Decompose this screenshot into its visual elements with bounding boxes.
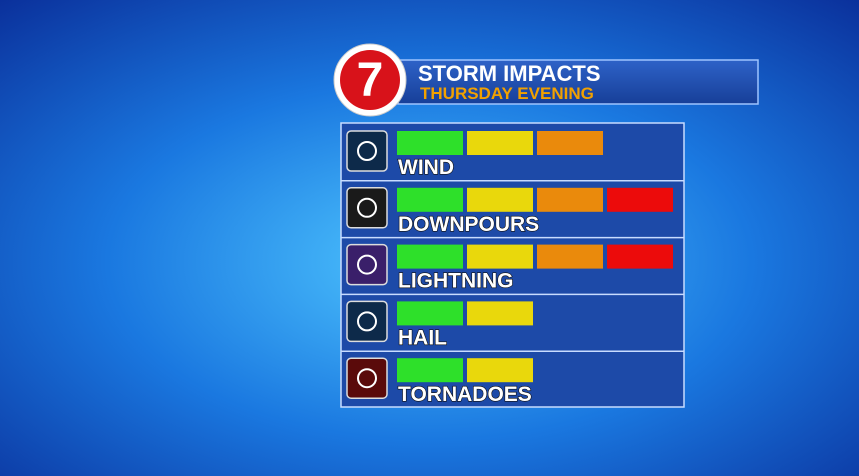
impact-segment [397, 131, 463, 155]
icon [346, 300, 388, 343]
title: STORM IMPACTS [418, 61, 601, 86]
impact-segment [467, 358, 533, 383]
icon [346, 243, 388, 286]
impact-segment [397, 244, 463, 269]
impact-segment [397, 358, 463, 383]
row-label: TORNADOES [398, 383, 532, 406]
row-label: LIGHTNING [398, 270, 514, 293]
impact-segment [537, 131, 603, 155]
impact-segment [607, 187, 673, 212]
logo [340, 50, 400, 110]
icon-glyph [357, 141, 377, 161]
icon-glyph [357, 197, 377, 218]
impact-segment [397, 301, 463, 326]
subtitle: THURSDAY EVENING [420, 84, 594, 103]
impact-segment [537, 244, 603, 269]
icon [346, 187, 388, 229]
row-label: HAIL [398, 326, 447, 349]
impact-segment [467, 301, 533, 326]
icon-glyph [357, 311, 377, 332]
impact-segment [467, 131, 533, 155]
impact-segment [467, 244, 533, 269]
impact-segment [607, 244, 673, 269]
impact-segment [467, 187, 533, 212]
row-label: DOWNPOURS [398, 213, 539, 236]
icon [346, 130, 388, 172]
impact-segment [397, 187, 463, 212]
logo-text: 7 [357, 54, 384, 107]
icon-glyph [357, 368, 377, 389]
icon-glyph [357, 254, 377, 275]
row-label: WIND [398, 156, 454, 179]
title-bar [397, 59, 759, 105]
impact-segment [537, 187, 603, 212]
icon [346, 357, 388, 399]
rows: WIND DOWNPOURS LIGHTNING HAIL TORNADOES [341, 130, 684, 407]
